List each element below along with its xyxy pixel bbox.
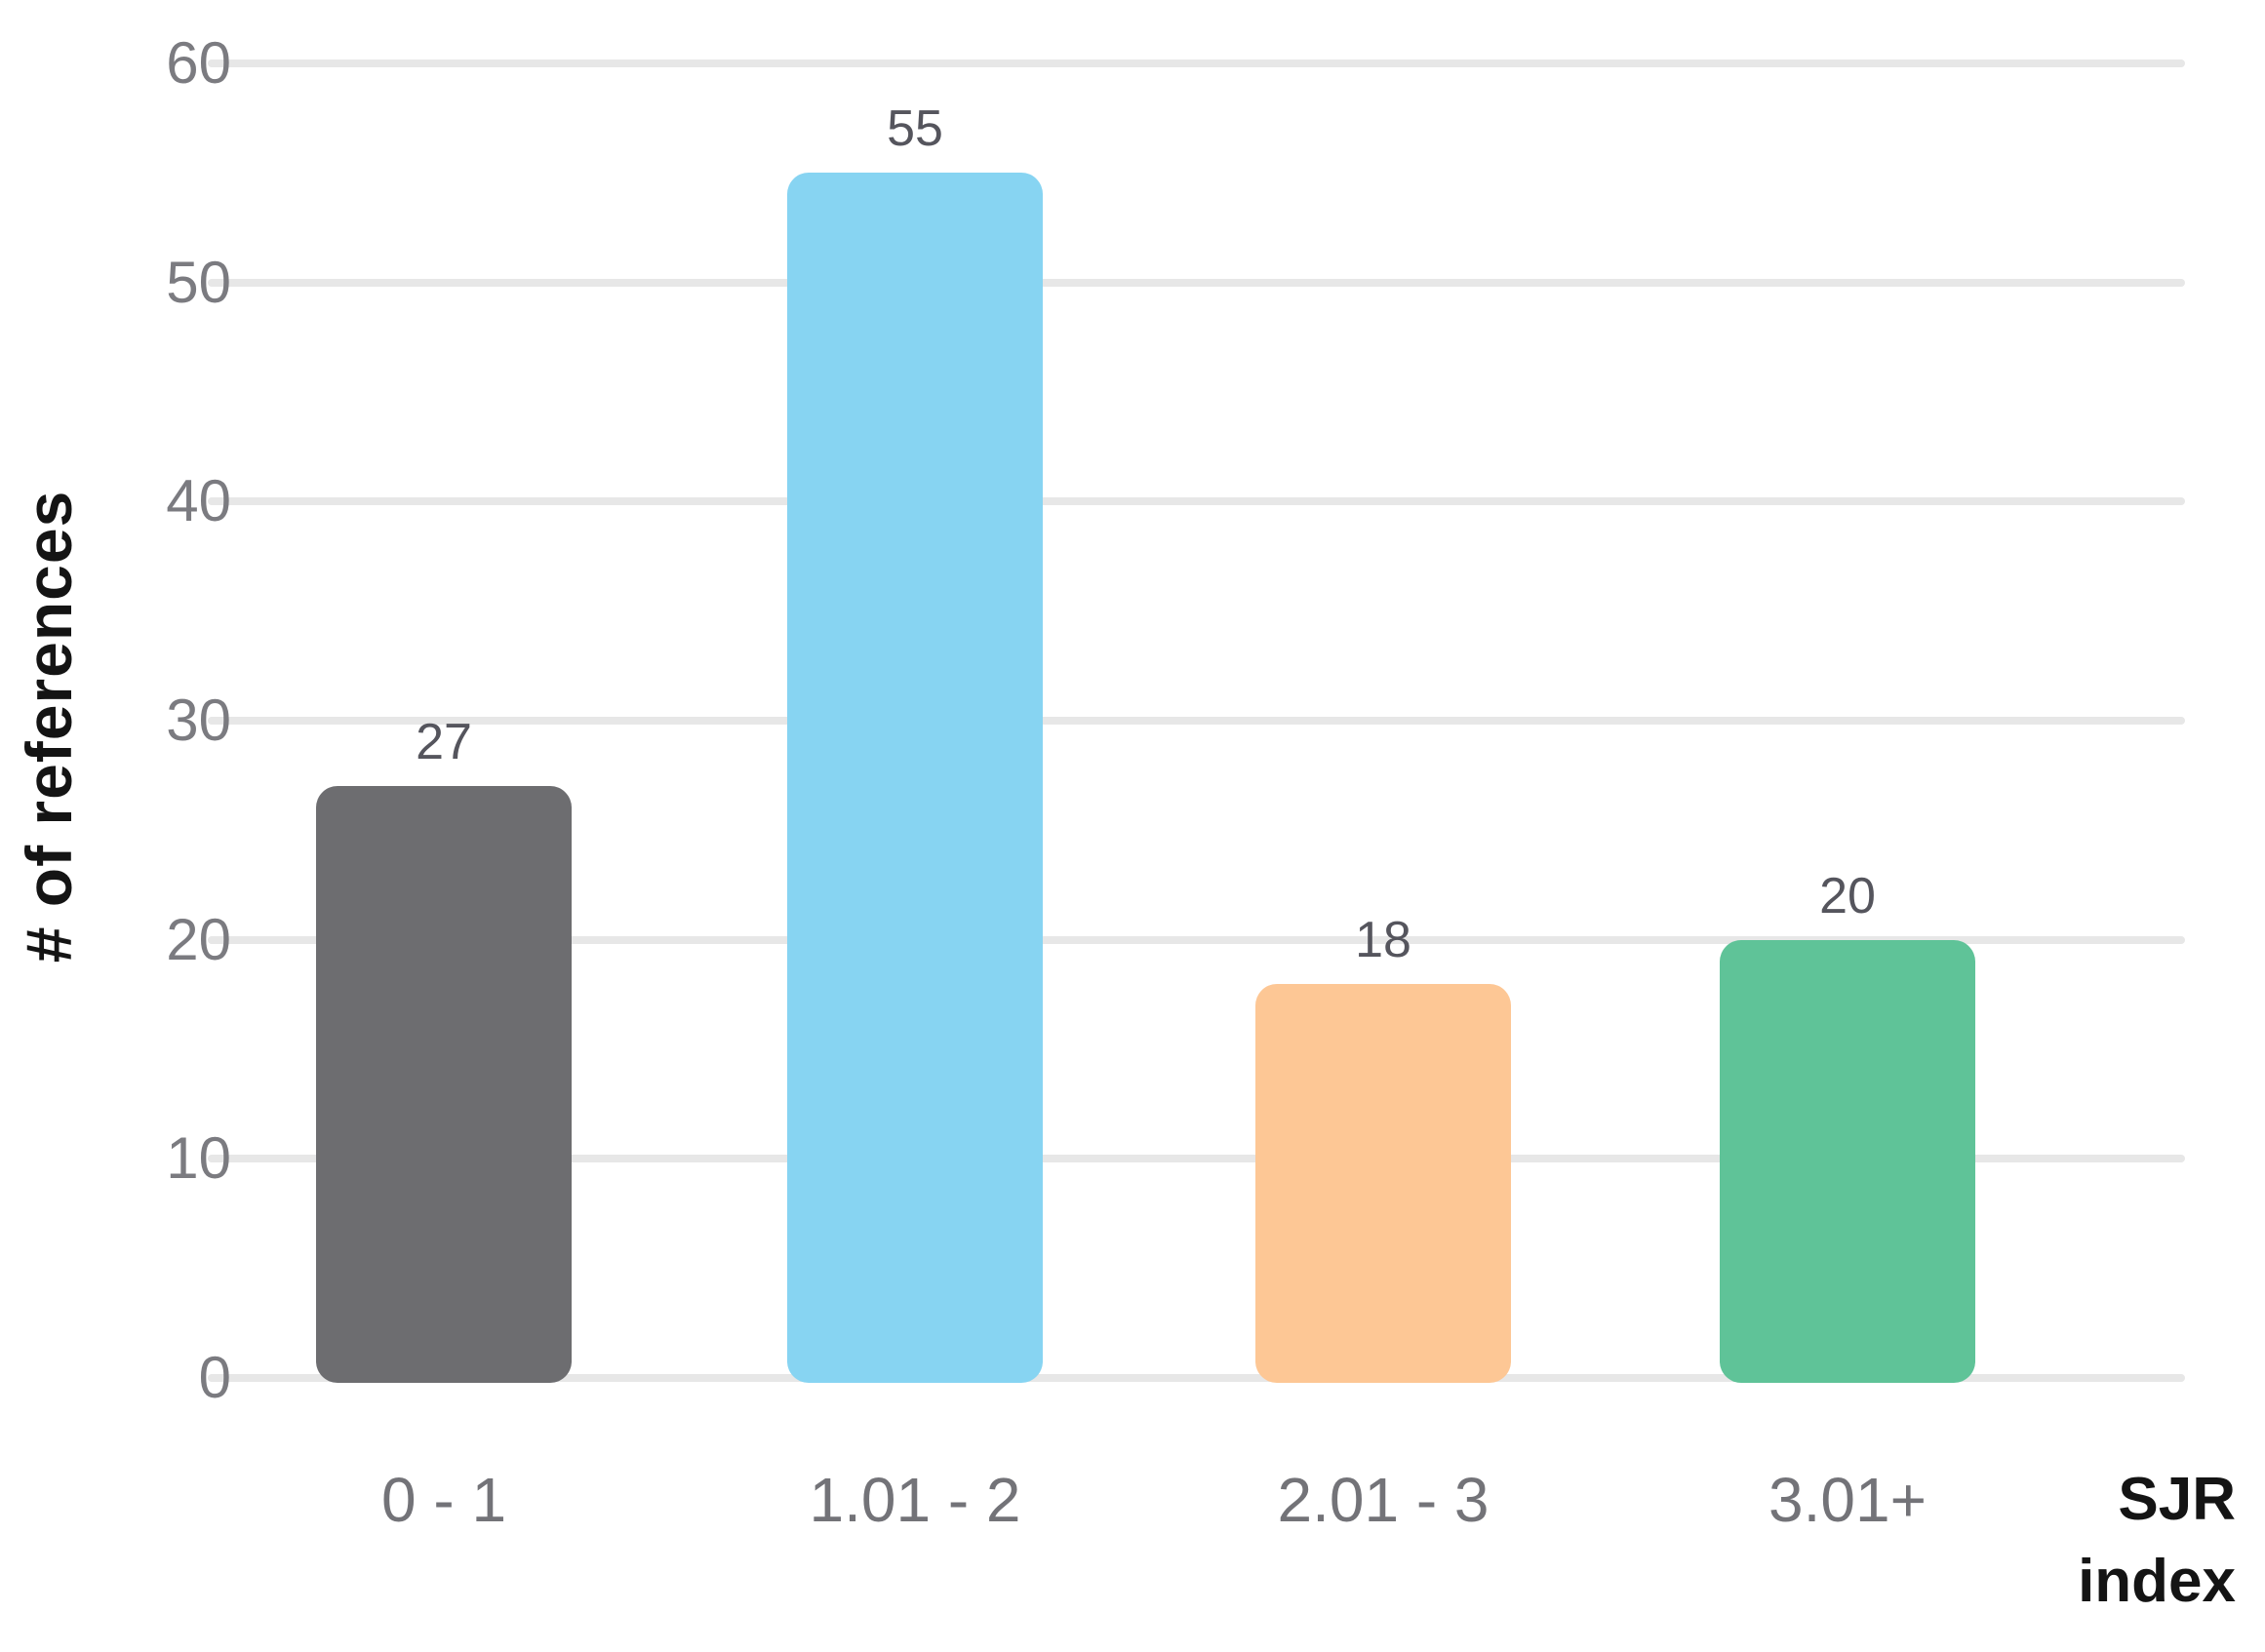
bar-value-label: 55 [887, 100, 943, 158]
gridline-0 [208, 1374, 2185, 1382]
y-tick-label-40: 40 [166, 468, 231, 534]
x-axis-title-line1: SJR [2118, 1466, 2236, 1533]
bar-2.01-3 [1255, 983, 1511, 1383]
y-tick-label-10: 10 [166, 1125, 231, 1192]
gridline-10 [208, 1155, 2185, 1163]
x-axis-title: SJR index [2078, 1459, 2236, 1623]
gridline-20 [208, 935, 2185, 944]
bar-value-label: 27 [416, 714, 472, 771]
bar-3.01+ [1720, 939, 1975, 1383]
bar-1.01-2 [787, 173, 1043, 1383]
gridline-40 [208, 497, 2185, 506]
gridline-60 [208, 59, 2185, 67]
gridline-50 [208, 278, 2185, 287]
y-tick-label-0: 0 [198, 1345, 231, 1410]
bar-0-1 [316, 786, 572, 1383]
x-axis-title-line2: index [2078, 1548, 2236, 1615]
x-tick-label-1: 1.01 - 2 [809, 1465, 1021, 1535]
x-tick-label-0: 0 - 1 [380, 1465, 507, 1535]
gridline-30 [208, 717, 2185, 725]
y-tick-label-30: 30 [166, 688, 231, 753]
bar-value-label: 20 [1819, 867, 1876, 924]
y-tick-label-50: 50 [166, 249, 231, 315]
y-tick-label-20: 20 [166, 906, 231, 972]
x-tick-label-2: 2.01 - 3 [1277, 1465, 1490, 1535]
bar-value-label: 18 [1355, 911, 1411, 968]
x-tick-label-3: 3.01+ [1768, 1465, 1927, 1535]
y-tick-label-60: 60 [166, 30, 231, 96]
